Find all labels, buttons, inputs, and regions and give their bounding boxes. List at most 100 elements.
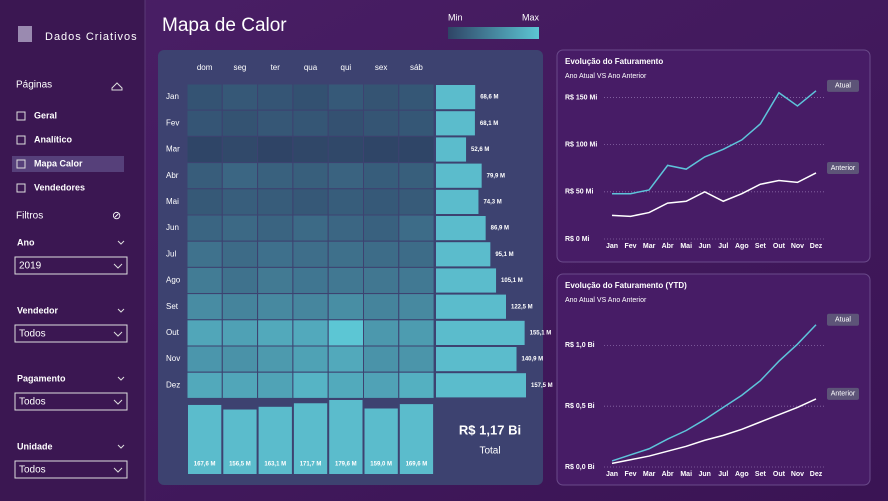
chevron[interactable] — [113, 263, 123, 269]
dropdown[interactable] — [14, 256, 128, 275]
heat-cell — [186, 371, 223, 399]
page-link[interactable]: Vendedores — [34, 182, 85, 192]
heat-cell — [221, 371, 259, 399]
chevron[interactable] — [117, 308, 125, 313]
heat-cell — [221, 293, 259, 321]
page-link[interactable]: Geral — [34, 110, 57, 120]
heat-cell — [292, 109, 329, 137]
x-tick-label: Mar — [643, 471, 656, 478]
dropdown-value: Todos — [19, 465, 46, 476]
heat-cell — [186, 319, 223, 347]
heat-cell — [327, 240, 365, 268]
pages-title: Páginas — [16, 80, 52, 91]
heat-cell — [221, 188, 259, 216]
heat-cell — [221, 109, 259, 137]
dropdown[interactable] — [14, 324, 128, 343]
color-legend — [448, 27, 539, 39]
column-total-label: 163,1 M — [264, 462, 286, 468]
sidebar — [0, 0, 145, 501]
x-tick-label: Nov — [791, 243, 804, 250]
series-line — [611, 398, 817, 465]
heat-cell — [292, 83, 329, 111]
row-total-label: 122,5 M — [511, 304, 533, 310]
row-total-bar — [436, 189, 479, 214]
row-total-bar — [436, 347, 517, 372]
page-link[interactable]: Mapa Calor — [34, 158, 83, 168]
x-tick-label: Dez — [810, 243, 823, 250]
series-line — [611, 172, 817, 218]
filters-title: Filtros — [16, 211, 43, 222]
heat-cell — [257, 240, 294, 268]
dropdown[interactable] — [14, 392, 128, 411]
heat-cell — [327, 135, 365, 164]
x-tick-label: Dez — [810, 471, 823, 478]
x-tick-label: Abr — [662, 471, 674, 478]
x-tick-label: Out — [773, 471, 786, 478]
home-icon[interactable] — [111, 82, 123, 91]
dropdown[interactable] — [14, 460, 128, 479]
column-total-bar — [293, 403, 328, 474]
line-panel — [556, 273, 871, 486]
chevron[interactable] — [117, 376, 125, 381]
heat-cell — [221, 319, 259, 347]
day-label: qui — [341, 63, 352, 72]
row-total-label: 157,5 M — [531, 383, 553, 389]
month-label: Set — [166, 302, 179, 311]
month-label: Jun — [166, 223, 179, 232]
x-tick-label: Set — [755, 471, 767, 478]
month-label: Nov — [166, 354, 180, 363]
chevron[interactable] — [113, 399, 123, 405]
heat-cell — [257, 371, 294, 399]
row-total-bar — [436, 373, 526, 398]
page-icon — [16, 135, 26, 145]
page-icon — [16, 183, 26, 193]
x-tick-label: Mai — [680, 243, 692, 250]
month-label: Fev — [166, 118, 179, 127]
heat-cell — [327, 266, 365, 295]
heat-cell — [186, 266, 223, 295]
series-line — [611, 324, 817, 462]
chevron[interactable] — [117, 240, 125, 245]
y-tick-label: R$ 1,0 Bi — [565, 342, 595, 349]
row-total-bar — [436, 294, 506, 319]
x-tick-label: Mar — [643, 243, 656, 250]
heat-cell — [186, 293, 223, 321]
heat-cell — [398, 319, 435, 347]
column-total-bar — [188, 404, 222, 474]
chevron[interactable] — [117, 444, 125, 449]
filter-clear-icon[interactable]: ⊘ — [112, 210, 121, 222]
heat-cell — [257, 345, 294, 373]
heat-cell — [292, 345, 329, 373]
heat-cell — [398, 345, 435, 373]
page-link[interactable]: Analítico — [34, 134, 73, 144]
page-icon — [16, 111, 26, 121]
heat-cell — [363, 83, 400, 111]
chevron[interactable] — [113, 467, 123, 473]
series-line — [612, 90, 817, 195]
active-page-bg — [12, 156, 124, 172]
chart-subtitle: Ano Atual VS Ano Anterior — [565, 297, 647, 304]
brand: Dados Criativos — [45, 31, 138, 43]
month-label: Abr — [166, 171, 179, 180]
page-title: Mapa de Calor — [162, 15, 287, 36]
heat-cell — [363, 240, 400, 268]
heat-cell — [257, 162, 294, 190]
heat-cell — [292, 214, 329, 242]
heat-cell — [292, 293, 329, 321]
heat-cell — [398, 240, 435, 268]
filter-label: Unidade — [17, 441, 53, 451]
heat-cell — [257, 109, 294, 137]
x-tick-label: Jul — [718, 471, 728, 478]
heat-cell — [292, 162, 329, 190]
column-total-label: 179,6 M — [335, 462, 357, 468]
heat-cell — [363, 293, 400, 321]
column-total-bar — [364, 408, 398, 474]
heat-cell — [327, 319, 365, 347]
chevron[interactable] — [113, 331, 123, 337]
heat-cell — [363, 266, 400, 295]
legend-max: Max — [522, 12, 540, 22]
month-label: Ago — [166, 276, 181, 285]
row-total-bar — [436, 137, 467, 162]
filter-label: Ano — [17, 237, 35, 247]
row-total-label: 140,9 M — [522, 357, 544, 363]
